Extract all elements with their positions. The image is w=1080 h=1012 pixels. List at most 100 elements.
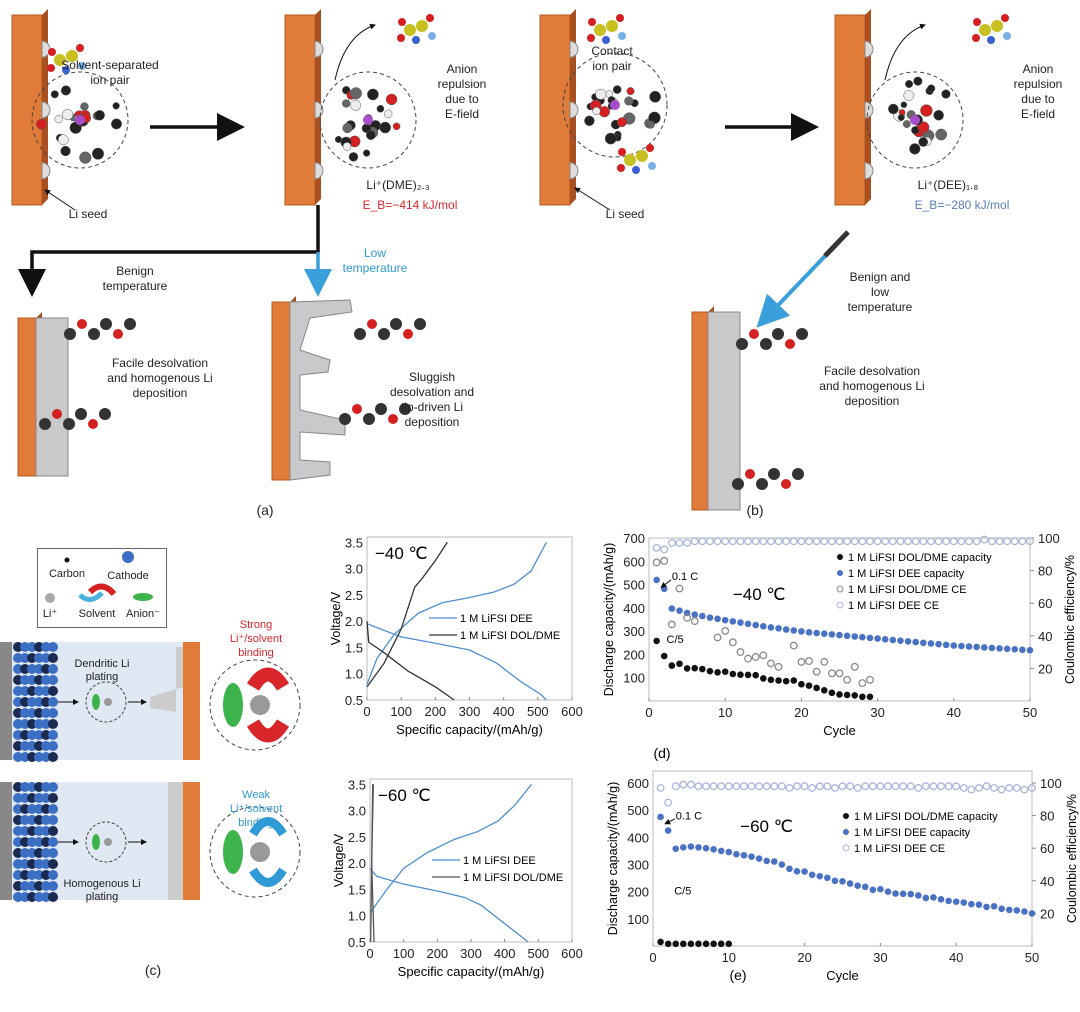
data-point: [1026, 537, 1034, 546]
y-tick-label: 0.5: [345, 693, 363, 708]
data-point: [823, 782, 832, 791]
y-tick-label: 2.5: [345, 588, 363, 603]
atom: [392, 122, 401, 131]
electrode: [691, 311, 709, 511]
data-point: [808, 871, 816, 879]
data-point: [770, 782, 779, 791]
x-tick-label: 200: [426, 946, 448, 961]
x-tick-label: 40: [947, 705, 961, 720]
cathode-particle: [48, 870, 58, 880]
cathode-particle: [48, 642, 58, 652]
data-point: [980, 535, 989, 544]
legend-label: 1 M LiFSI DEE: [463, 855, 536, 867]
sulfur-atom: [979, 24, 991, 36]
atom: [52, 409, 62, 419]
legend-marker: [837, 554, 843, 560]
data-point: [949, 537, 958, 546]
temperature-annotation: −40 ℃: [375, 544, 428, 563]
cathode-particle: [13, 675, 23, 685]
x-tick-label: 200: [424, 704, 446, 719]
cathode-particle: [34, 815, 44, 825]
data-point: [728, 537, 737, 546]
data-point: [937, 782, 945, 791]
b-li-seed-label: Li seed: [605, 207, 645, 221]
atom: [60, 145, 71, 157]
li-ion: [363, 115, 373, 125]
atom: [768, 468, 780, 480]
y2-tick-label: 60: [1040, 841, 1054, 856]
atom: [378, 328, 390, 340]
cathode-particle: [20, 741, 30, 751]
atom: [348, 152, 359, 162]
data-point: [850, 662, 859, 671]
cathode-particle: [20, 719, 30, 729]
y2-tick-label: 20: [1040, 906, 1054, 921]
x-tick-label: 300: [459, 704, 481, 719]
cathode-particle: [41, 793, 51, 803]
cathode-particle: [34, 719, 44, 729]
atom: [588, 18, 596, 26]
data-point: [866, 693, 874, 701]
li-ion: [104, 698, 112, 706]
cathode-particle: [27, 837, 37, 847]
data-point: [808, 783, 817, 792]
temperature-annotation: −60 ℃: [378, 786, 431, 805]
x-tick-label: 10: [722, 950, 736, 965]
cathode-particle: [20, 642, 30, 652]
atom: [62, 108, 74, 121]
data-point: [710, 845, 717, 853]
data-point: [699, 612, 706, 620]
cathode-particle: [48, 826, 58, 836]
legend-label: 1 M LiFSI DOL/DME capacity: [854, 811, 998, 823]
atom: [399, 403, 411, 415]
data-point: [790, 677, 798, 684]
data-point: [789, 641, 798, 650]
data-point: [706, 667, 714, 675]
data-point: [762, 782, 771, 791]
cathode-particle: [13, 870, 23, 880]
atom: [602, 36, 610, 44]
atom: [385, 93, 398, 106]
atom: [785, 339, 795, 349]
x-tick-label: 30: [873, 950, 887, 965]
legend-marker: [836, 601, 844, 609]
cathode-particle: [41, 815, 51, 825]
data-point: [694, 782, 703, 791]
cathode-particle: [27, 697, 37, 707]
data-point: [782, 626, 790, 633]
cathode-particle: [27, 815, 37, 825]
atom: [342, 123, 353, 134]
data-point: [775, 625, 782, 632]
li-ion: [75, 115, 85, 125]
data-point: [950, 642, 958, 649]
cathode-particle: [27, 675, 37, 685]
data-point: [866, 537, 874, 546]
data-point: [744, 537, 753, 546]
cathode-particle: [20, 697, 30, 707]
data-point: [927, 640, 935, 647]
data-point: [983, 903, 990, 911]
data-point: [748, 853, 755, 860]
y-axis-label: Voltage/V: [332, 833, 346, 887]
li-dendrite: [289, 299, 353, 481]
a-anion-repulsion-label: Anion repulsion due to E-field: [437, 62, 487, 121]
data-point: [858, 679, 867, 688]
cathode-particle: [20, 859, 30, 869]
cathode-icon: [122, 551, 134, 563]
atom: [732, 478, 744, 490]
data-point: [1028, 783, 1036, 792]
data-point: [782, 537, 791, 546]
data-point: [998, 905, 1005, 913]
data-point: [690, 617, 699, 626]
data-point: [759, 537, 768, 546]
legend-marker: [837, 570, 843, 576]
data-point: [683, 613, 692, 622]
legend-cathode: Cathode: [107, 570, 149, 582]
cathode-particle: [48, 892, 58, 902]
x-tick-label: 30: [870, 705, 884, 720]
cathode-particle: [13, 815, 23, 825]
data-point: [1019, 646, 1026, 654]
li-dendrite: [150, 647, 183, 712]
data-point: [690, 537, 699, 546]
y2-axis-label: Coulombic efficiency/%: [1065, 794, 1079, 923]
